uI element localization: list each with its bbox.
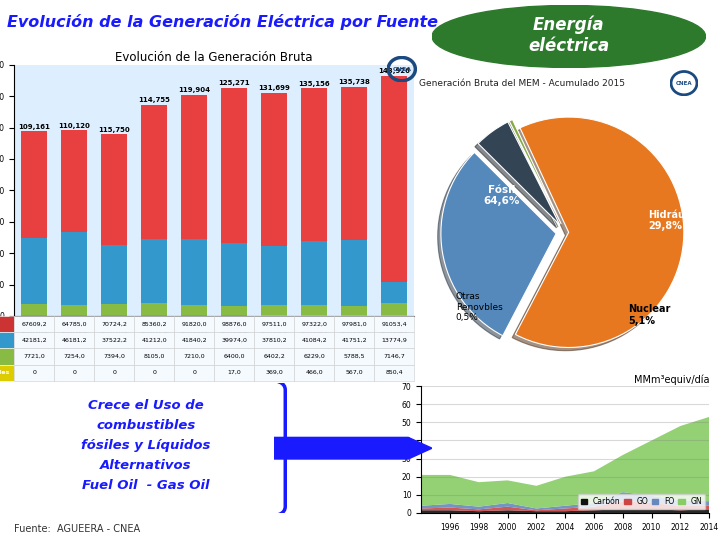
Text: Fuente:  AGUEERA - CNEA: Fuente: AGUEERA - CNEA bbox=[14, 523, 140, 534]
Bar bbox=[381, 303, 407, 315]
Bar bbox=[301, 315, 327, 316]
Text: 2011: 2011 bbox=[222, 328, 246, 338]
Text: 2010: 2010 bbox=[183, 328, 206, 338]
Wedge shape bbox=[516, 117, 684, 347]
Text: 2015: 2015 bbox=[382, 328, 405, 338]
Bar bbox=[22, 304, 48, 316]
Text: 135,738: 135,738 bbox=[338, 79, 370, 85]
Polygon shape bbox=[274, 437, 432, 459]
Text: CNEA: CNEA bbox=[392, 66, 411, 72]
Bar bbox=[102, 134, 127, 245]
Bar bbox=[221, 243, 247, 306]
Text: 2006: 2006 bbox=[23, 328, 46, 338]
Text: 2014: 2014 bbox=[343, 328, 366, 338]
Bar bbox=[261, 93, 287, 246]
Text: 143,926: 143,926 bbox=[378, 69, 410, 75]
Text: 110,120: 110,120 bbox=[58, 123, 90, 129]
Text: 115,750: 115,750 bbox=[99, 127, 130, 133]
Bar bbox=[381, 282, 407, 303]
FancyBboxPatch shape bbox=[1, 380, 285, 517]
Wedge shape bbox=[509, 119, 561, 224]
Text: Otras
Renovbles
0,5%: Otras Renovbles 0,5% bbox=[456, 292, 503, 322]
Bar bbox=[221, 306, 247, 316]
Bar bbox=[102, 305, 127, 316]
Ellipse shape bbox=[432, 5, 706, 68]
Bar bbox=[261, 305, 287, 315]
Bar bbox=[261, 246, 287, 305]
Text: Crece el Uso de
combustibles
fósiles y Líquidos
Alternativos
Fuel Oil  - Gas Oil: Crece el Uso de combustibles fósiles y L… bbox=[81, 399, 210, 492]
Text: 2012: 2012 bbox=[263, 328, 286, 338]
Bar bbox=[341, 86, 367, 240]
Text: 119,904: 119,904 bbox=[178, 87, 210, 93]
Bar bbox=[261, 315, 287, 316]
Bar bbox=[22, 131, 48, 238]
Wedge shape bbox=[478, 122, 559, 225]
Bar bbox=[381, 315, 407, 316]
Bar bbox=[221, 88, 247, 243]
Bar bbox=[141, 303, 167, 316]
Wedge shape bbox=[441, 152, 556, 336]
Bar bbox=[181, 239, 207, 305]
Text: MMm³equiv/día: MMm³equiv/día bbox=[634, 375, 709, 386]
Text: 109,161: 109,161 bbox=[19, 124, 50, 130]
Text: 131,699: 131,699 bbox=[258, 85, 290, 91]
Text: Nuclear
5,1%: Nuclear 5,1% bbox=[629, 305, 671, 326]
Bar bbox=[301, 306, 327, 315]
Bar bbox=[341, 240, 367, 306]
Title: Evolución de la Generación Bruta: Evolución de la Generación Bruta bbox=[115, 51, 313, 64]
Legend: Carbón, GO, FO, GN: Carbón, GO, FO, GN bbox=[577, 494, 706, 509]
Text: 2007: 2007 bbox=[63, 328, 86, 338]
Bar bbox=[381, 76, 407, 282]
Text: CNEA: CNEA bbox=[675, 80, 693, 86]
Bar bbox=[301, 88, 327, 241]
Bar bbox=[22, 238, 48, 304]
Bar bbox=[181, 95, 207, 239]
Bar bbox=[102, 245, 127, 305]
Text: 114,755: 114,755 bbox=[138, 97, 170, 103]
Text: 2008: 2008 bbox=[103, 328, 126, 338]
Bar bbox=[61, 232, 87, 305]
Bar bbox=[301, 241, 327, 306]
Bar bbox=[141, 239, 167, 303]
Text: Evolución de la Generación Eléctrica por Fuente: Evolución de la Generación Eléctrica por… bbox=[7, 14, 438, 30]
Bar bbox=[181, 305, 207, 316]
Text: 2009: 2009 bbox=[143, 328, 166, 338]
Text: 135,156: 135,156 bbox=[298, 80, 330, 86]
Text: 2013: 2013 bbox=[302, 328, 325, 338]
Text: Generación Bruta del MEM - Acumulado 2015: Generación Bruta del MEM - Acumulado 201… bbox=[419, 79, 625, 89]
Text: Energía
eléctrica: Energía eléctrica bbox=[528, 16, 609, 55]
Bar bbox=[141, 105, 167, 239]
Bar bbox=[61, 130, 87, 232]
Text: Hidráulica
29,8%: Hidráulica 29,8% bbox=[648, 210, 704, 232]
Bar bbox=[341, 315, 367, 316]
Bar bbox=[341, 306, 367, 315]
Bar bbox=[61, 305, 87, 316]
Text: 125,271: 125,271 bbox=[218, 80, 250, 86]
Text: Fósil
64,6%: Fósil 64,6% bbox=[484, 185, 520, 206]
